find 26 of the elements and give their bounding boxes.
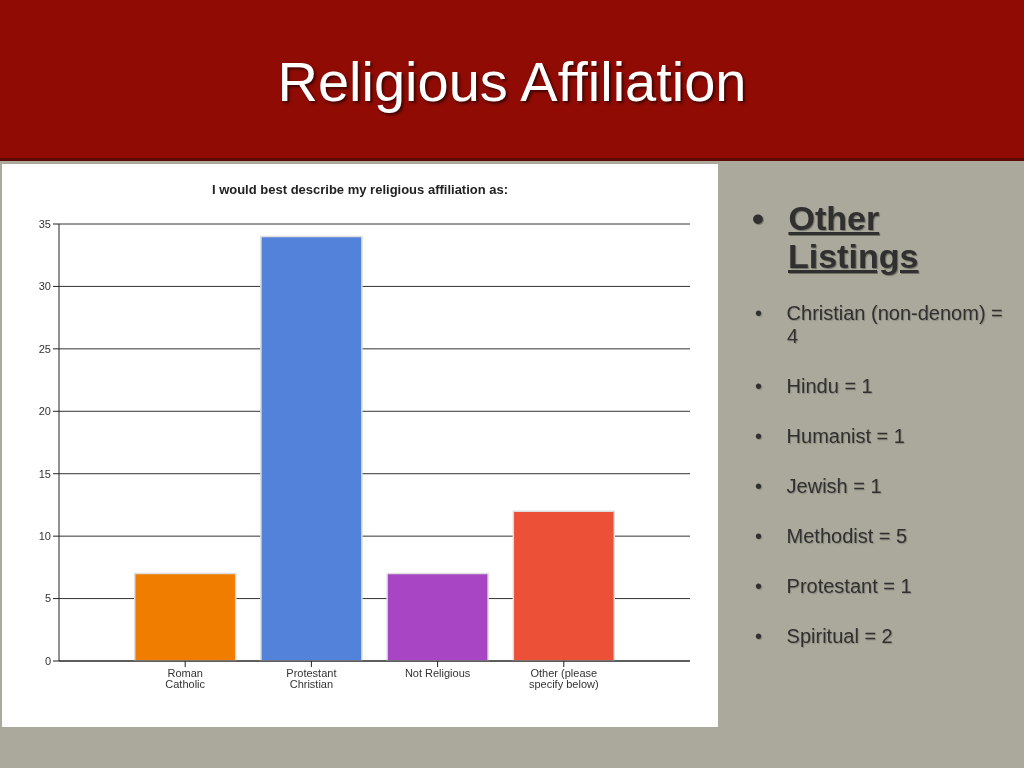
bar xyxy=(133,572,237,661)
bar xyxy=(260,235,363,661)
text: • Jewish = 1 xyxy=(755,475,882,497)
bar xyxy=(512,510,616,661)
y-tick-label: 25 xyxy=(38,342,51,355)
chart-title: Religious Affiliation xyxy=(276,49,748,115)
y-tick-label: 20 xyxy=(38,405,51,418)
y-tick-label: 35 xyxy=(38,217,51,230)
text: • Spiritual = 2 xyxy=(755,625,893,647)
y-tick-label: 5 xyxy=(44,592,51,605)
text: • Christian (non-denom) = 4 xyxy=(755,302,1003,347)
y-tick-label: 30 xyxy=(38,280,51,293)
text: • Protestant = 1 xyxy=(755,575,912,597)
x-tick-label: Not Religious xyxy=(404,666,471,679)
y-tick-label: 15 xyxy=(38,467,51,480)
chart-subtitle: I would best describe my religious affiliation as: xyxy=(210,182,510,198)
text: • Other Listings xyxy=(752,199,919,275)
y-tick-label: 10 xyxy=(38,530,51,543)
text: • Humanist = 1 xyxy=(755,425,905,447)
bar xyxy=(386,572,489,661)
text: • Hindu = 1 xyxy=(755,375,873,397)
x-tick-label: Protestant Christian xyxy=(286,666,337,690)
y-tick-label: 0 xyxy=(44,654,51,667)
text: • Methodist = 5 xyxy=(755,525,908,547)
x-tick-label: Other (please specify below) xyxy=(528,666,599,690)
x-tick-label: Roman Catholic xyxy=(165,666,206,690)
